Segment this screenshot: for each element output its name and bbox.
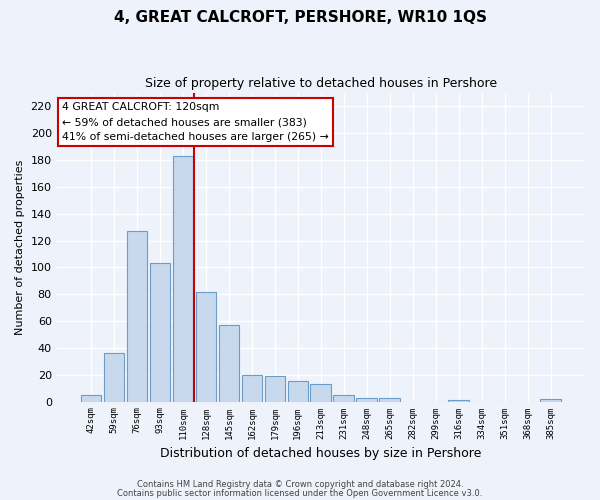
Bar bbox=[127, 231, 148, 402]
Bar bbox=[173, 156, 193, 402]
Text: 4, GREAT CALCROFT, PERSHORE, WR10 1QS: 4, GREAT CALCROFT, PERSHORE, WR10 1QS bbox=[113, 10, 487, 25]
Bar bbox=[149, 264, 170, 402]
Bar bbox=[287, 382, 308, 402]
Bar bbox=[104, 354, 124, 402]
Bar bbox=[218, 325, 239, 402]
Y-axis label: Number of detached properties: Number of detached properties bbox=[15, 160, 25, 335]
Bar bbox=[196, 292, 216, 402]
Bar bbox=[448, 400, 469, 402]
Bar bbox=[80, 395, 101, 402]
Bar bbox=[379, 398, 400, 402]
Bar bbox=[356, 398, 377, 402]
Bar bbox=[242, 374, 262, 402]
Text: Contains HM Land Registry data © Crown copyright and database right 2024.: Contains HM Land Registry data © Crown c… bbox=[137, 480, 463, 489]
Bar bbox=[310, 384, 331, 402]
Text: 4 GREAT CALCROFT: 120sqm
← 59% of detached houses are smaller (383)
41% of semi-: 4 GREAT CALCROFT: 120sqm ← 59% of detach… bbox=[62, 102, 329, 142]
X-axis label: Distribution of detached houses by size in Pershore: Distribution of detached houses by size … bbox=[160, 447, 482, 460]
Bar bbox=[541, 399, 561, 402]
Text: Contains public sector information licensed under the Open Government Licence v3: Contains public sector information licen… bbox=[118, 489, 482, 498]
Title: Size of property relative to detached houses in Pershore: Size of property relative to detached ho… bbox=[145, 78, 497, 90]
Bar bbox=[265, 376, 285, 402]
Bar bbox=[334, 395, 354, 402]
